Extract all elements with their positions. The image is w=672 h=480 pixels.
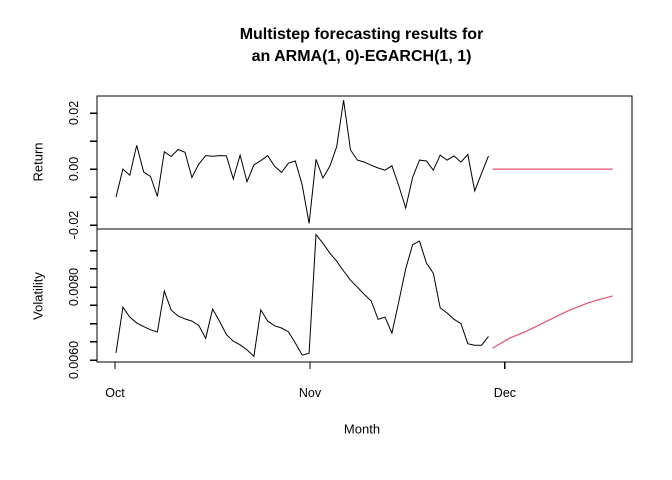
chart-title-line2: an ARMA(1, 0)-EGARCH(1, 1): [251, 48, 472, 65]
return-observed-line: [115, 100, 489, 224]
chart-title-line1: Multistep forecasting results for: [239, 26, 484, 43]
return-y-tick-label: -0.02: [67, 210, 81, 240]
return-y-tick-label: 0.00: [67, 156, 81, 182]
plot-frame-volatility: [96, 228, 633, 363]
x-axis-label: Month: [343, 421, 381, 437]
volatility-y-tick-label: 0.0080: [67, 267, 81, 307]
return-y-tick-label: 0.02: [67, 100, 81, 126]
volatility-observed-line: [115, 233, 489, 358]
x-tick-label: Oct: [105, 386, 125, 400]
volatility-forecast-line: [492, 295, 613, 349]
x-tick-label: Nov: [298, 386, 322, 400]
volatility-y-tick-label: 0.0060: [67, 341, 81, 380]
x-tick-label: Dec: [493, 386, 517, 400]
